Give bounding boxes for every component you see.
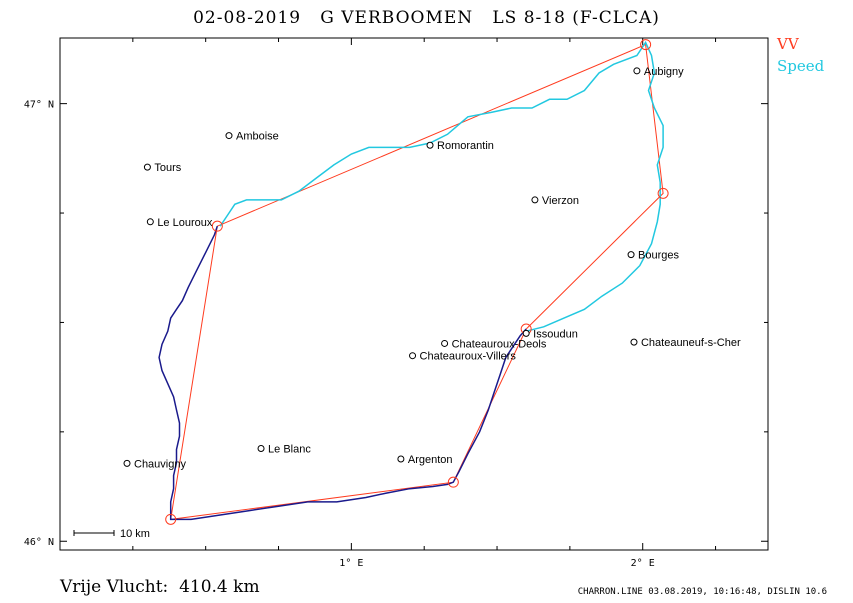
place-label: Chauvigny	[134, 458, 186, 470]
place-label: Argenton	[408, 454, 453, 466]
place-label: Aubigny	[644, 66, 684, 78]
place-label: Chateauroux-Deols	[452, 338, 547, 350]
plot-frame	[59, 37, 769, 551]
place-label: Romorantin	[437, 140, 494, 152]
place-label: Chateauroux-Villers	[420, 351, 517, 363]
place-marker	[123, 459, 131, 467]
place-label: Tours	[154, 162, 181, 174]
place-label: Issoudun	[533, 328, 578, 340]
flight-title: 02-08-2019 G VERBOOMEN LS 8-18 (F-CLCA)	[0, 8, 853, 28]
place-label: Bourges	[638, 250, 679, 262]
place-marker	[257, 444, 265, 452]
speed-track	[219, 40, 664, 332]
place-label: Le Louroux	[157, 217, 213, 229]
place-marker	[426, 141, 434, 149]
distance-summary: Vrije Vlucht: 410.4 km	[60, 577, 260, 597]
task-leg-line	[170, 43, 664, 520]
legend-speed: Speed	[777, 57, 825, 75]
pilot-name: G VERBOOMEN	[320, 8, 474, 28]
y-axis-label: 46° N	[24, 537, 54, 548]
place-label: Vierzon	[542, 195, 579, 207]
place-label: Amboise	[236, 131, 279, 143]
x-axis-label: 2° E	[631, 558, 655, 569]
place-label: Le Blanc	[268, 443, 311, 455]
turnpoint-circle	[657, 187, 669, 199]
vv-track	[158, 225, 527, 521]
turnpoint-circle	[165, 513, 177, 525]
place-marker	[633, 67, 641, 75]
place-marker	[409, 352, 417, 360]
place-marker	[627, 251, 635, 259]
place-marker	[522, 329, 530, 337]
place-label: Chateauneuf-s-Cher	[641, 337, 741, 349]
turnpoint-circle	[640, 39, 652, 51]
program-info: CHARRON.LINE 03.08.2019, 10:16:48, DISLI…	[577, 587, 827, 597]
place-marker	[630, 338, 638, 346]
legend-vv: VV	[777, 35, 799, 53]
turnpoint-circle	[447, 476, 459, 488]
scale-bar-label: 10 km	[120, 528, 150, 540]
x-axis-label: 1° E	[339, 558, 363, 569]
turnpoint-circle	[211, 220, 223, 232]
place-marker	[441, 339, 449, 347]
y-axis-label: 47° N	[24, 100, 54, 111]
place-marker	[143, 163, 151, 171]
place-marker	[531, 196, 539, 204]
place-marker	[397, 455, 405, 463]
place-marker	[225, 132, 233, 140]
glider-id: LS 8-18 (F-CLCA)	[492, 8, 660, 28]
flight-date: 02-08-2019	[193, 8, 302, 28]
place-marker	[146, 218, 154, 226]
